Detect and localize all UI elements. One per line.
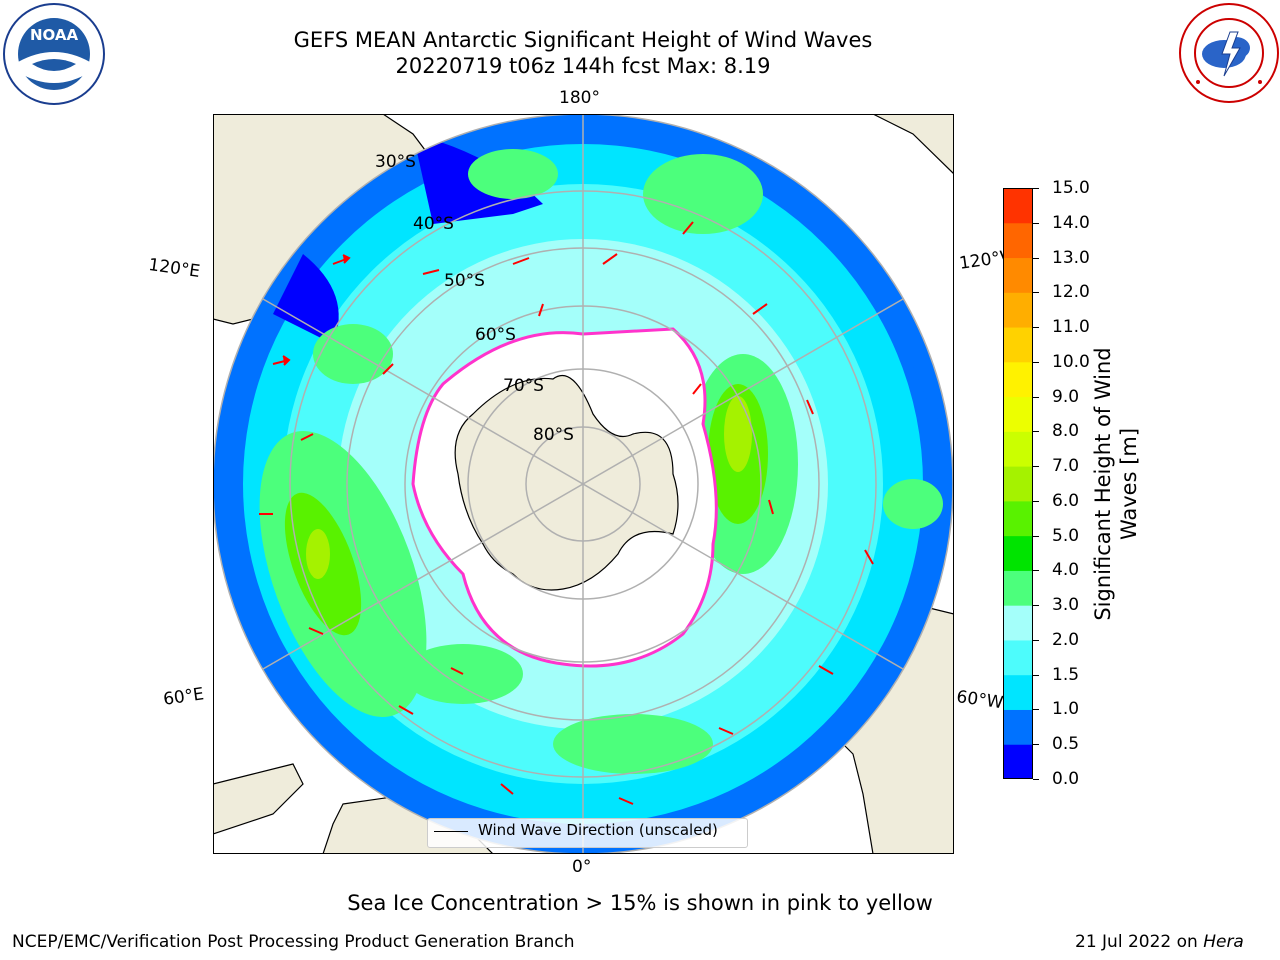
nws-logo [1179, 3, 1279, 103]
colorbar-tick-mark [1033, 570, 1039, 572]
colorbar-border [1003, 188, 1033, 779]
lat-label-80s: 80°S [533, 425, 574, 445]
polar-map: 30°S 40°S 50°S 60°S 70°S 80°S [213, 114, 954, 854]
colorbar-tick-label: 4.0 [1052, 560, 1080, 581]
colorbar-tick-label: 10.0 [1052, 351, 1090, 372]
colorbar-tick-mark [1033, 188, 1039, 189]
colorbar-label-text: Significant Height of Wind Waves [m] [1090, 347, 1142, 620]
footer-machine: Hera [1203, 932, 1244, 952]
colorbar-tick-label: 0.0 [1052, 769, 1080, 789]
wind-wave-arrows [259, 221, 874, 805]
colorbar-tick-mark [1033, 500, 1039, 502]
colorbar-band [1003, 466, 1033, 502]
colorbar-tick-label: 6.0 [1052, 490, 1080, 511]
lon-label-120e: 120°E [147, 255, 202, 283]
colorbar-tick-mark [1033, 605, 1039, 607]
colorbar-tick-label: 15.0 [1052, 178, 1090, 198]
legend-line-icon [434, 831, 468, 832]
colorbar-tick-mark [1033, 222, 1039, 224]
lat-label-50s: 50°S [444, 271, 485, 291]
colorbar-tick-mark [1033, 361, 1039, 363]
lon-label-60w: 60°W [955, 687, 1005, 714]
colorbar-tick-label: 5.0 [1052, 525, 1080, 546]
footer-date-text: 21 Jul 2022 on [1075, 932, 1204, 952]
lon-label-0: 0° [572, 857, 592, 877]
colorbar-tick-mark [1033, 292, 1039, 294]
colorbar-band [1003, 257, 1033, 293]
footer-date: 21 Jul 2022 on Hera [1075, 932, 1244, 952]
colorbar-band [1003, 500, 1033, 537]
colorbar-band [1003, 639, 1033, 676]
colorbar-band [1003, 674, 1033, 710]
colorbar-tick-label: 1.5 [1052, 664, 1080, 685]
colorbar-tick-label: 14.0 [1052, 212, 1090, 233]
colorbar-tick-mark [1033, 639, 1039, 641]
colorbar-tick-mark [1033, 396, 1039, 398]
colorbar [1003, 188, 1033, 779]
lon-label-180: 180° [559, 88, 600, 108]
colorbar-tick-mark [1033, 709, 1039, 711]
colorbar-band [1003, 431, 1033, 467]
colorbar-tick-label: 8.0 [1052, 421, 1080, 442]
colorbar-tick-mark [1033, 779, 1039, 780]
colorbar-band [1003, 535, 1033, 571]
colorbar-band [1003, 292, 1033, 328]
colorbar-tick-label: 11.0 [1052, 317, 1090, 338]
colorbar-band [1003, 361, 1033, 398]
colorbar-band [1003, 744, 1033, 779]
colorbar-band [1003, 188, 1033, 224]
legend-label: Wind Wave Direction (unscaled) [478, 821, 718, 839]
colorbar-band [1003, 709, 1033, 745]
lat-label-70s: 70°S [503, 376, 544, 396]
colorbar-tick-mark [1033, 744, 1039, 746]
colorbar-tick-label: 2.0 [1052, 629, 1080, 650]
colorbar-band [1003, 570, 1033, 606]
colorbar-band [1003, 605, 1033, 641]
colorbar-tick-mark [1033, 674, 1039, 676]
colorbar-tick-label: 13.0 [1052, 247, 1090, 268]
chart-subtitle: 20220719 t06z 144h fcst Max: 8.19 [395, 54, 771, 78]
colorbar-band [1003, 222, 1033, 259]
colorbar-label-line2: Waves [m] [1117, 427, 1141, 541]
colorbar-tick-label: 0.5 [1052, 734, 1080, 755]
noaa-logo-text: NOAA [30, 26, 79, 44]
lon-label-60e: 60°E [162, 684, 206, 710]
colorbar-tick-mark [1033, 466, 1039, 468]
colorbar-tick-label: 1.0 [1052, 699, 1080, 720]
colorbar-band [1003, 327, 1033, 363]
noaa-logo: NOAA [3, 3, 105, 105]
chart-title: GEFS MEAN Antarctic Significant Height o… [293, 28, 873, 52]
colorbar-tick-label: 12.0 [1052, 282, 1090, 303]
colorbar-tick-mark [1033, 535, 1039, 537]
footer-branch: NCEP/EMC/Verification Post Processing Pr… [12, 932, 575, 952]
colorbar-tick-mark [1033, 257, 1039, 259]
colorbar-tick-label: 7.0 [1052, 456, 1080, 477]
colorbar-tick-mark [1033, 431, 1039, 433]
legend-box [427, 818, 748, 848]
colorbar-tick-label: 9.0 [1052, 386, 1080, 407]
colorbar-band [1003, 396, 1033, 432]
colorbar-label: Significant Height of Wind Waves [m] [1090, 347, 1142, 620]
lat-label-60s: 60°S [475, 325, 516, 345]
lat-label-30s: 30°S [375, 152, 416, 172]
lat-label-40s: 40°S [413, 214, 454, 234]
colorbar-tick-label: 3.0 [1052, 595, 1080, 616]
colorbar-tick-mark [1033, 327, 1039, 329]
colorbar-label-line1: Significant Height of Wind [1091, 347, 1115, 621]
sea-ice-note: Sea Ice Concentration > 15% is shown in … [347, 891, 933, 915]
